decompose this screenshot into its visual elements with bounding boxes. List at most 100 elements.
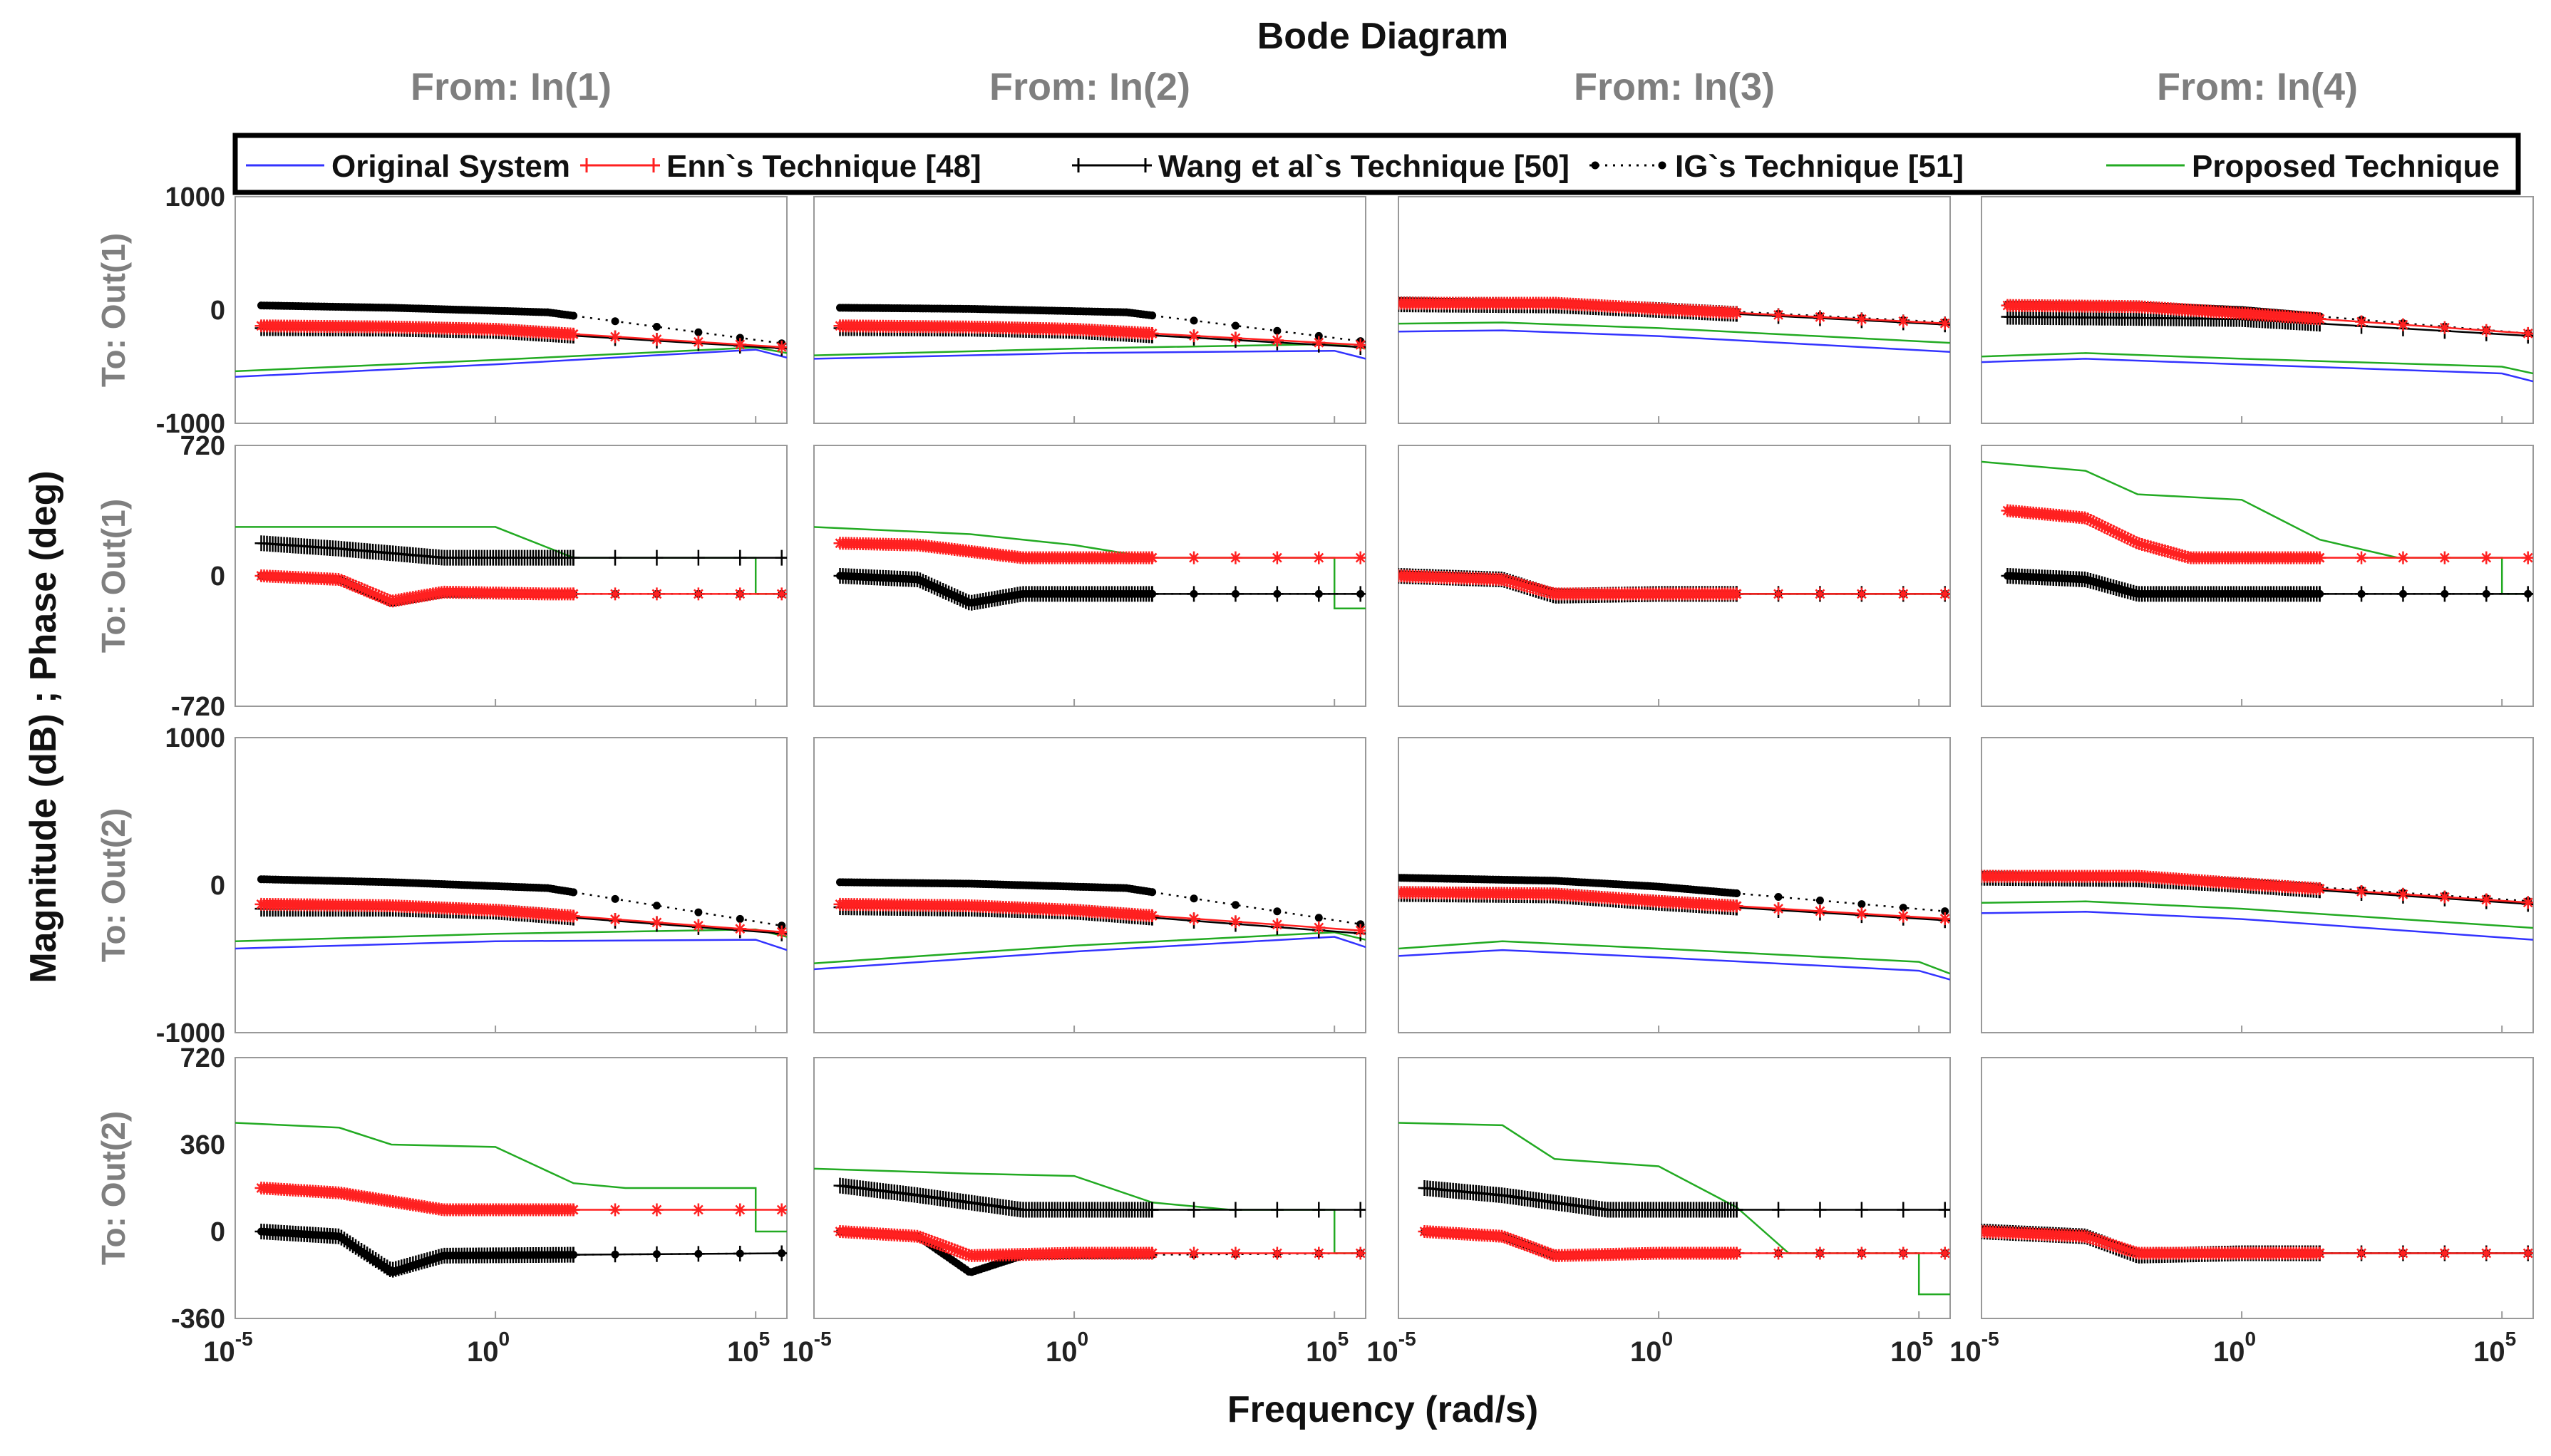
marker-enn <box>358 583 371 597</box>
marker-wang <box>369 1251 383 1268</box>
marker-enn <box>2480 551 2493 564</box>
marker-enn <box>349 579 363 593</box>
marker-enn <box>344 577 357 591</box>
marker-wang <box>922 576 936 592</box>
marker-enn <box>1354 551 1366 564</box>
series-line-proposed <box>235 346 787 373</box>
marker-enn <box>2438 321 2451 334</box>
marker-enn <box>2521 326 2533 340</box>
marker-wang <box>2480 586 2493 602</box>
marker-ig <box>1148 311 1157 320</box>
marker-enn <box>2098 520 2112 534</box>
column-title-3: From: In(3) <box>1574 66 1775 108</box>
marker-enn <box>1229 331 1242 345</box>
marker-ig <box>611 894 619 903</box>
marker-ig <box>1314 331 1323 340</box>
series-line-proposed <box>1981 900 2533 929</box>
marker-enn <box>372 589 386 603</box>
marker-enn <box>2127 535 2140 548</box>
marker-enn <box>2110 526 2123 539</box>
chart-title: Bode Diagram <box>1257 16 1509 57</box>
marker-enn <box>381 593 394 606</box>
marker-enn <box>2438 551 2451 564</box>
marker-enn <box>2121 532 2135 545</box>
marker-wang <box>372 1254 386 1270</box>
marker-enn <box>609 587 622 601</box>
series-line-proposed <box>1398 940 1950 975</box>
x-tick-label: 100 <box>467 1328 510 1368</box>
marker-enn <box>2124 533 2138 547</box>
marker-wang <box>775 549 787 566</box>
marker-enn <box>1855 312 1868 326</box>
marker-enn <box>2355 315 2369 329</box>
panel-r3-c1 <box>235 737 788 1033</box>
marker-enn <box>337 574 351 588</box>
marker-enn <box>2107 525 2120 538</box>
panel-r4-c1: 10-5 100 105 <box>203 1057 788 1368</box>
marker-ig <box>1857 900 1866 909</box>
marker-wang <box>2396 586 2410 602</box>
marker-wang <box>334 1229 348 1246</box>
marker-enn <box>2101 522 2115 535</box>
marker-enn <box>567 909 580 923</box>
marker-enn <box>650 333 664 346</box>
marker-enn <box>1730 899 1743 913</box>
marker-wang <box>375 1256 388 1272</box>
marker-ig <box>1774 893 1783 902</box>
marker-ig <box>1190 894 1198 903</box>
panel-r3-c4 <box>1981 737 2534 1033</box>
series-line-original <box>1398 329 1950 353</box>
marker-wang <box>937 582 950 599</box>
series-line-proposed <box>814 1167 1366 1254</box>
marker-wang <box>691 549 705 566</box>
marker-enn <box>650 1203 664 1217</box>
marker-wang <box>352 1241 366 1257</box>
marker-enn <box>1772 902 1785 915</box>
marker-enn <box>2078 511 2091 525</box>
panel-r2-c4 <box>1981 445 2534 707</box>
marker-enn <box>691 1203 705 1217</box>
marker-wang <box>913 572 927 589</box>
marker-enn <box>1354 924 1366 937</box>
column-title-1: From: In(1) <box>411 66 612 108</box>
series-line-original <box>1981 358 2533 383</box>
marker-enn <box>1145 909 1159 922</box>
marker-wang <box>733 1245 747 1261</box>
marker-wang <box>650 549 664 566</box>
marker-wang <box>775 1245 787 1261</box>
marker-enn <box>2313 882 2326 896</box>
marker-wang <box>931 580 944 597</box>
marker-enn <box>1270 334 1284 347</box>
marker-wang <box>916 574 929 590</box>
marker-wang <box>364 1248 377 1264</box>
panel-r2-c2 <box>813 445 1366 707</box>
marker-wang <box>959 593 973 609</box>
marker-ig <box>1899 904 1907 912</box>
marker-enn <box>2130 536 2143 549</box>
marker-enn <box>567 1203 580 1217</box>
marker-enn <box>1270 551 1284 564</box>
marker-wang <box>2438 586 2451 602</box>
series-line-proposed <box>1398 321 1950 344</box>
column-title-4: From: In(4) <box>2157 66 2358 108</box>
marker-enn <box>567 587 580 601</box>
marker-ig <box>570 888 578 897</box>
marker-ig <box>1231 901 1240 909</box>
marker-wang <box>2521 586 2533 602</box>
series-line-proposed <box>1981 352 2533 375</box>
marker-enn <box>2118 530 2132 544</box>
marker-wang <box>344 1235 357 1251</box>
marker-enn <box>1938 587 1950 601</box>
marker-enn <box>340 576 354 589</box>
marker-wang <box>2355 586 2369 602</box>
marker-enn <box>2438 890 2451 904</box>
marker-wang <box>2313 586 2326 602</box>
marker-ig <box>694 908 703 917</box>
series-line-original <box>1981 911 2533 941</box>
marker-enn <box>1813 310 1827 324</box>
marker-enn <box>1938 912 1950 926</box>
marker-wang <box>733 549 747 566</box>
marker-enn <box>691 919 705 932</box>
marker-wang <box>567 1246 580 1263</box>
